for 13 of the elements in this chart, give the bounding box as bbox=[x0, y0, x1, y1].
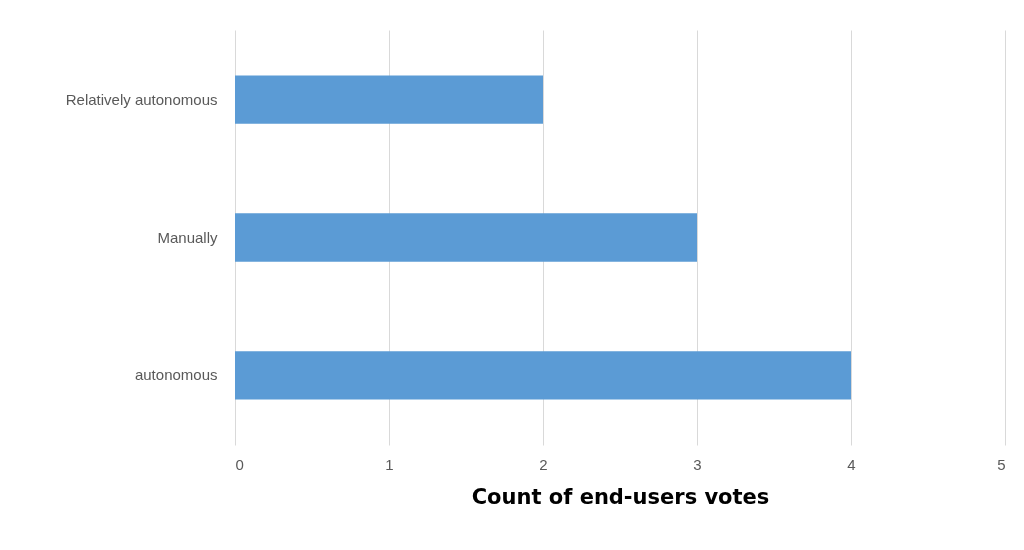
x-tick-label: 5 bbox=[997, 455, 1006, 473]
bar bbox=[235, 75, 543, 124]
x-tick-label: 2 bbox=[539, 455, 548, 473]
x-tick-label: 0 bbox=[235, 455, 244, 473]
y-tick-label: Relatively autonomous bbox=[65, 90, 218, 108]
x-tick-label: 3 bbox=[693, 455, 702, 473]
x-tick-label: 1 bbox=[385, 455, 394, 473]
y-tick-label: autonomous bbox=[134, 366, 218, 384]
x-axis-title: Count of end-users votes bbox=[471, 484, 770, 509]
bar bbox=[235, 351, 851, 400]
x-tick-label: 4 bbox=[847, 455, 856, 473]
bar bbox=[235, 213, 697, 262]
y-tick-label: Manually bbox=[157, 228, 218, 246]
